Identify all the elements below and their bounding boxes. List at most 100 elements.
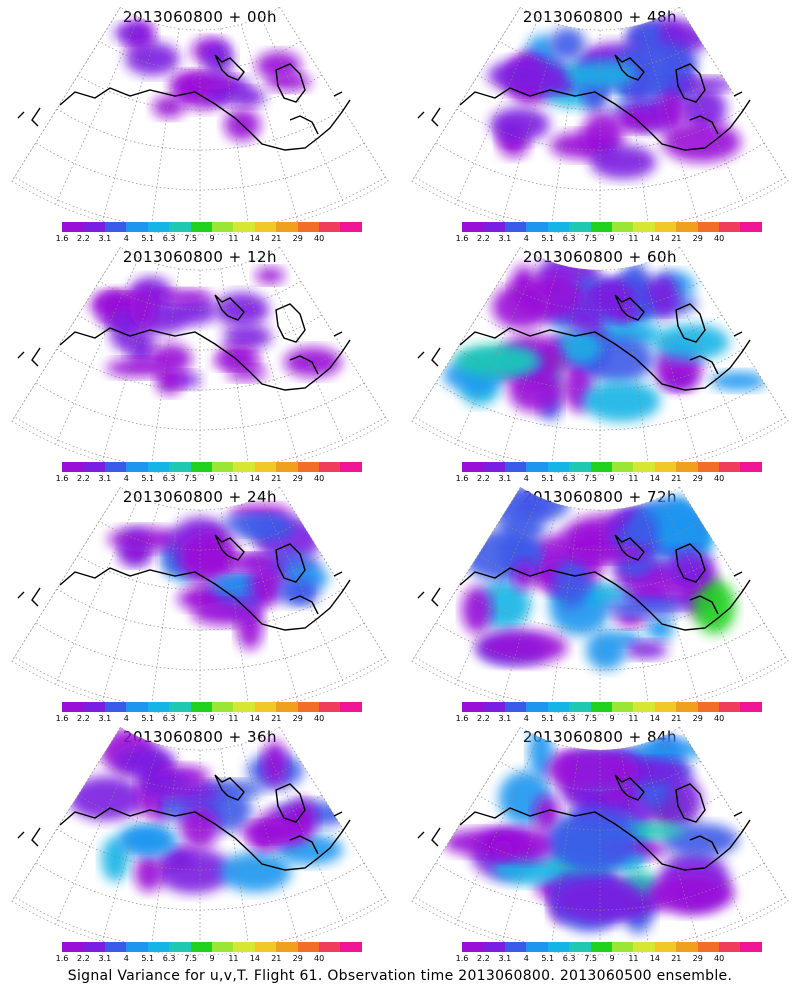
colorbar-tick-label: 14 [249, 474, 260, 483]
colorbar-swatch [740, 702, 762, 712]
variance-blob [554, 328, 603, 365]
variance-blob [613, 109, 659, 132]
colorbar-swatch [654, 222, 677, 232]
colorbar-swatch [483, 942, 505, 952]
colorbar-labels: 1.6 2.2 3.1 4 5.1 6.3 7.5 9 11 14 21 29 40 [56, 234, 362, 244]
colorbar-swatch [633, 462, 655, 472]
map-graticule [411, 247, 789, 475]
colorbar-tick-label: 7.5 [184, 714, 197, 723]
colorbar-tick-label: 5.1 [141, 234, 155, 243]
colorbar-swatch [276, 222, 298, 232]
panel-24h: 2013060800 + 24h 1.6 2.2 3.1 4 5.1 6.3 7.5 9 11 1… [0, 480, 400, 723]
colorbar-tick-label: 9 [609, 474, 615, 483]
variance-blob [586, 630, 627, 670]
map-graticule [411, 7, 789, 235]
colorbar-swatch [104, 462, 127, 472]
colorbar-labels: 1.6 2.2 3.1 4 5.1 6.3 7.5 9 11 14 21 29 40 [56, 474, 362, 484]
colorbar-tick-label: 9 [209, 234, 215, 243]
colorbar-swatch [83, 702, 105, 712]
colorbar-tick-label: 11 [228, 474, 239, 483]
variance-blob [109, 309, 140, 352]
colorbar-tick-label: 14 [649, 474, 660, 483]
colorbar-swatch [190, 222, 212, 232]
colorbar-swatch [62, 702, 84, 712]
variance-blob [262, 740, 288, 787]
colorbar-tick-label: 2.2 [477, 714, 490, 723]
colorbar-swatch [719, 942, 741, 952]
colorbar-swatch [169, 702, 191, 712]
variance-blob [646, 616, 674, 641]
map [411, 6, 789, 236]
map-boundary [11, 246, 389, 476]
map-graticule [11, 7, 389, 235]
colorbar-swatch [254, 462, 277, 472]
variance-blob [549, 27, 586, 62]
colorbar-labels: 1.6 2.2 3.1 4 5.1 6.3 7.5 9 11 14 21 29 40 [56, 714, 362, 724]
variance-blob [567, 60, 636, 90]
variance-field [487, 19, 741, 179]
colorbar-swatch [569, 462, 591, 472]
colorbar [62, 222, 362, 232]
colorbar-tick-label: 6.3 [162, 954, 176, 963]
map-boundary [11, 6, 389, 236]
colorbar-swatch [676, 222, 698, 232]
colorbar-tick-label: 6.3 [562, 954, 576, 963]
variance-blob [130, 287, 156, 328]
variance-blob [107, 527, 180, 552]
colorbar-swatch [297, 702, 320, 712]
colorbar-tick-label: 6.3 [162, 234, 176, 243]
colorbar-swatch [319, 702, 341, 712]
colorbar-swatch [190, 702, 212, 712]
colorbar [62, 942, 362, 952]
colorbar-tick-label: 29 [292, 234, 303, 243]
panel-36h: 2013060800 + 36h 1.6 2.2 3.1 4 5.1 6.3 7.5 9 11 1… [0, 720, 400, 963]
variance-blob [218, 554, 284, 571]
variance-blob [152, 95, 185, 118]
colorbar [62, 702, 362, 712]
colorbar-tick-label: 14 [649, 234, 660, 243]
colorbar-swatch [547, 942, 570, 952]
map [411, 486, 789, 716]
variance-blob [590, 145, 657, 179]
colorbar-swatch [504, 702, 527, 712]
colorbar-labels: 1.6 2.2 3.1 4 5.1 6.3 7.5 9 11 14 21 29 40 [456, 714, 762, 724]
colorbar-swatch [462, 462, 484, 472]
variance-blob [222, 514, 286, 535]
variance-blob [647, 874, 735, 914]
colorbar-tick-label: 9 [609, 714, 615, 723]
variance-blob [632, 739, 710, 760]
colorbar-tick-label: 11 [228, 234, 239, 243]
colorbar-tick-label: 2.2 [77, 474, 90, 483]
panel-title: 2013060800 + 84h [522, 728, 678, 746]
colorbar-tick-label: 21 [271, 474, 282, 483]
colorbar [462, 702, 762, 712]
colorbar-swatch [504, 222, 527, 232]
colorbar-tick-label: 11 [628, 474, 639, 483]
colorbar-labels: 1.6 2.2 3.1 4 5.1 6.3 7.5 9 11 14 21 29 40 [456, 954, 762, 964]
colorbar-swatch [169, 222, 191, 232]
map-boundary [411, 246, 789, 476]
colorbar-swatch [319, 942, 341, 952]
variance-blob [208, 85, 234, 105]
colorbar-tick-label: 4 [523, 714, 529, 723]
colorbar-swatch [633, 222, 655, 232]
colorbar-tick-label: 29 [692, 474, 703, 483]
panel-title: 2013060800 + 60h [522, 248, 678, 266]
colorbar-swatch [169, 942, 191, 952]
variance-blob [566, 544, 651, 563]
figure-caption: Signal Variance for u,v,T. Flight 61. Ob… [67, 968, 733, 984]
colorbar-tick-label: 29 [292, 474, 303, 483]
map [11, 486, 389, 716]
variance-field [113, 20, 312, 141]
colorbar-tick-label: 4 [123, 954, 129, 963]
colorbar-swatch [697, 462, 720, 472]
colorbar-tick-label: 7.5 [584, 234, 597, 243]
colorbar-tick-label: 40 [714, 954, 725, 963]
colorbar-tick-label: 29 [292, 714, 303, 723]
colorbar-swatch [740, 222, 762, 232]
panel-00h: 2013060800 + 00h 1.6 2.2 3.1 4 5.1 6.3 7.5 9 11 1… [0, 0, 400, 243]
colorbar-swatch [190, 462, 212, 472]
colorbar-tick-label: 29 [692, 234, 703, 243]
colorbar-tick-label: 11 [228, 714, 239, 723]
colorbar-swatch [719, 462, 741, 472]
